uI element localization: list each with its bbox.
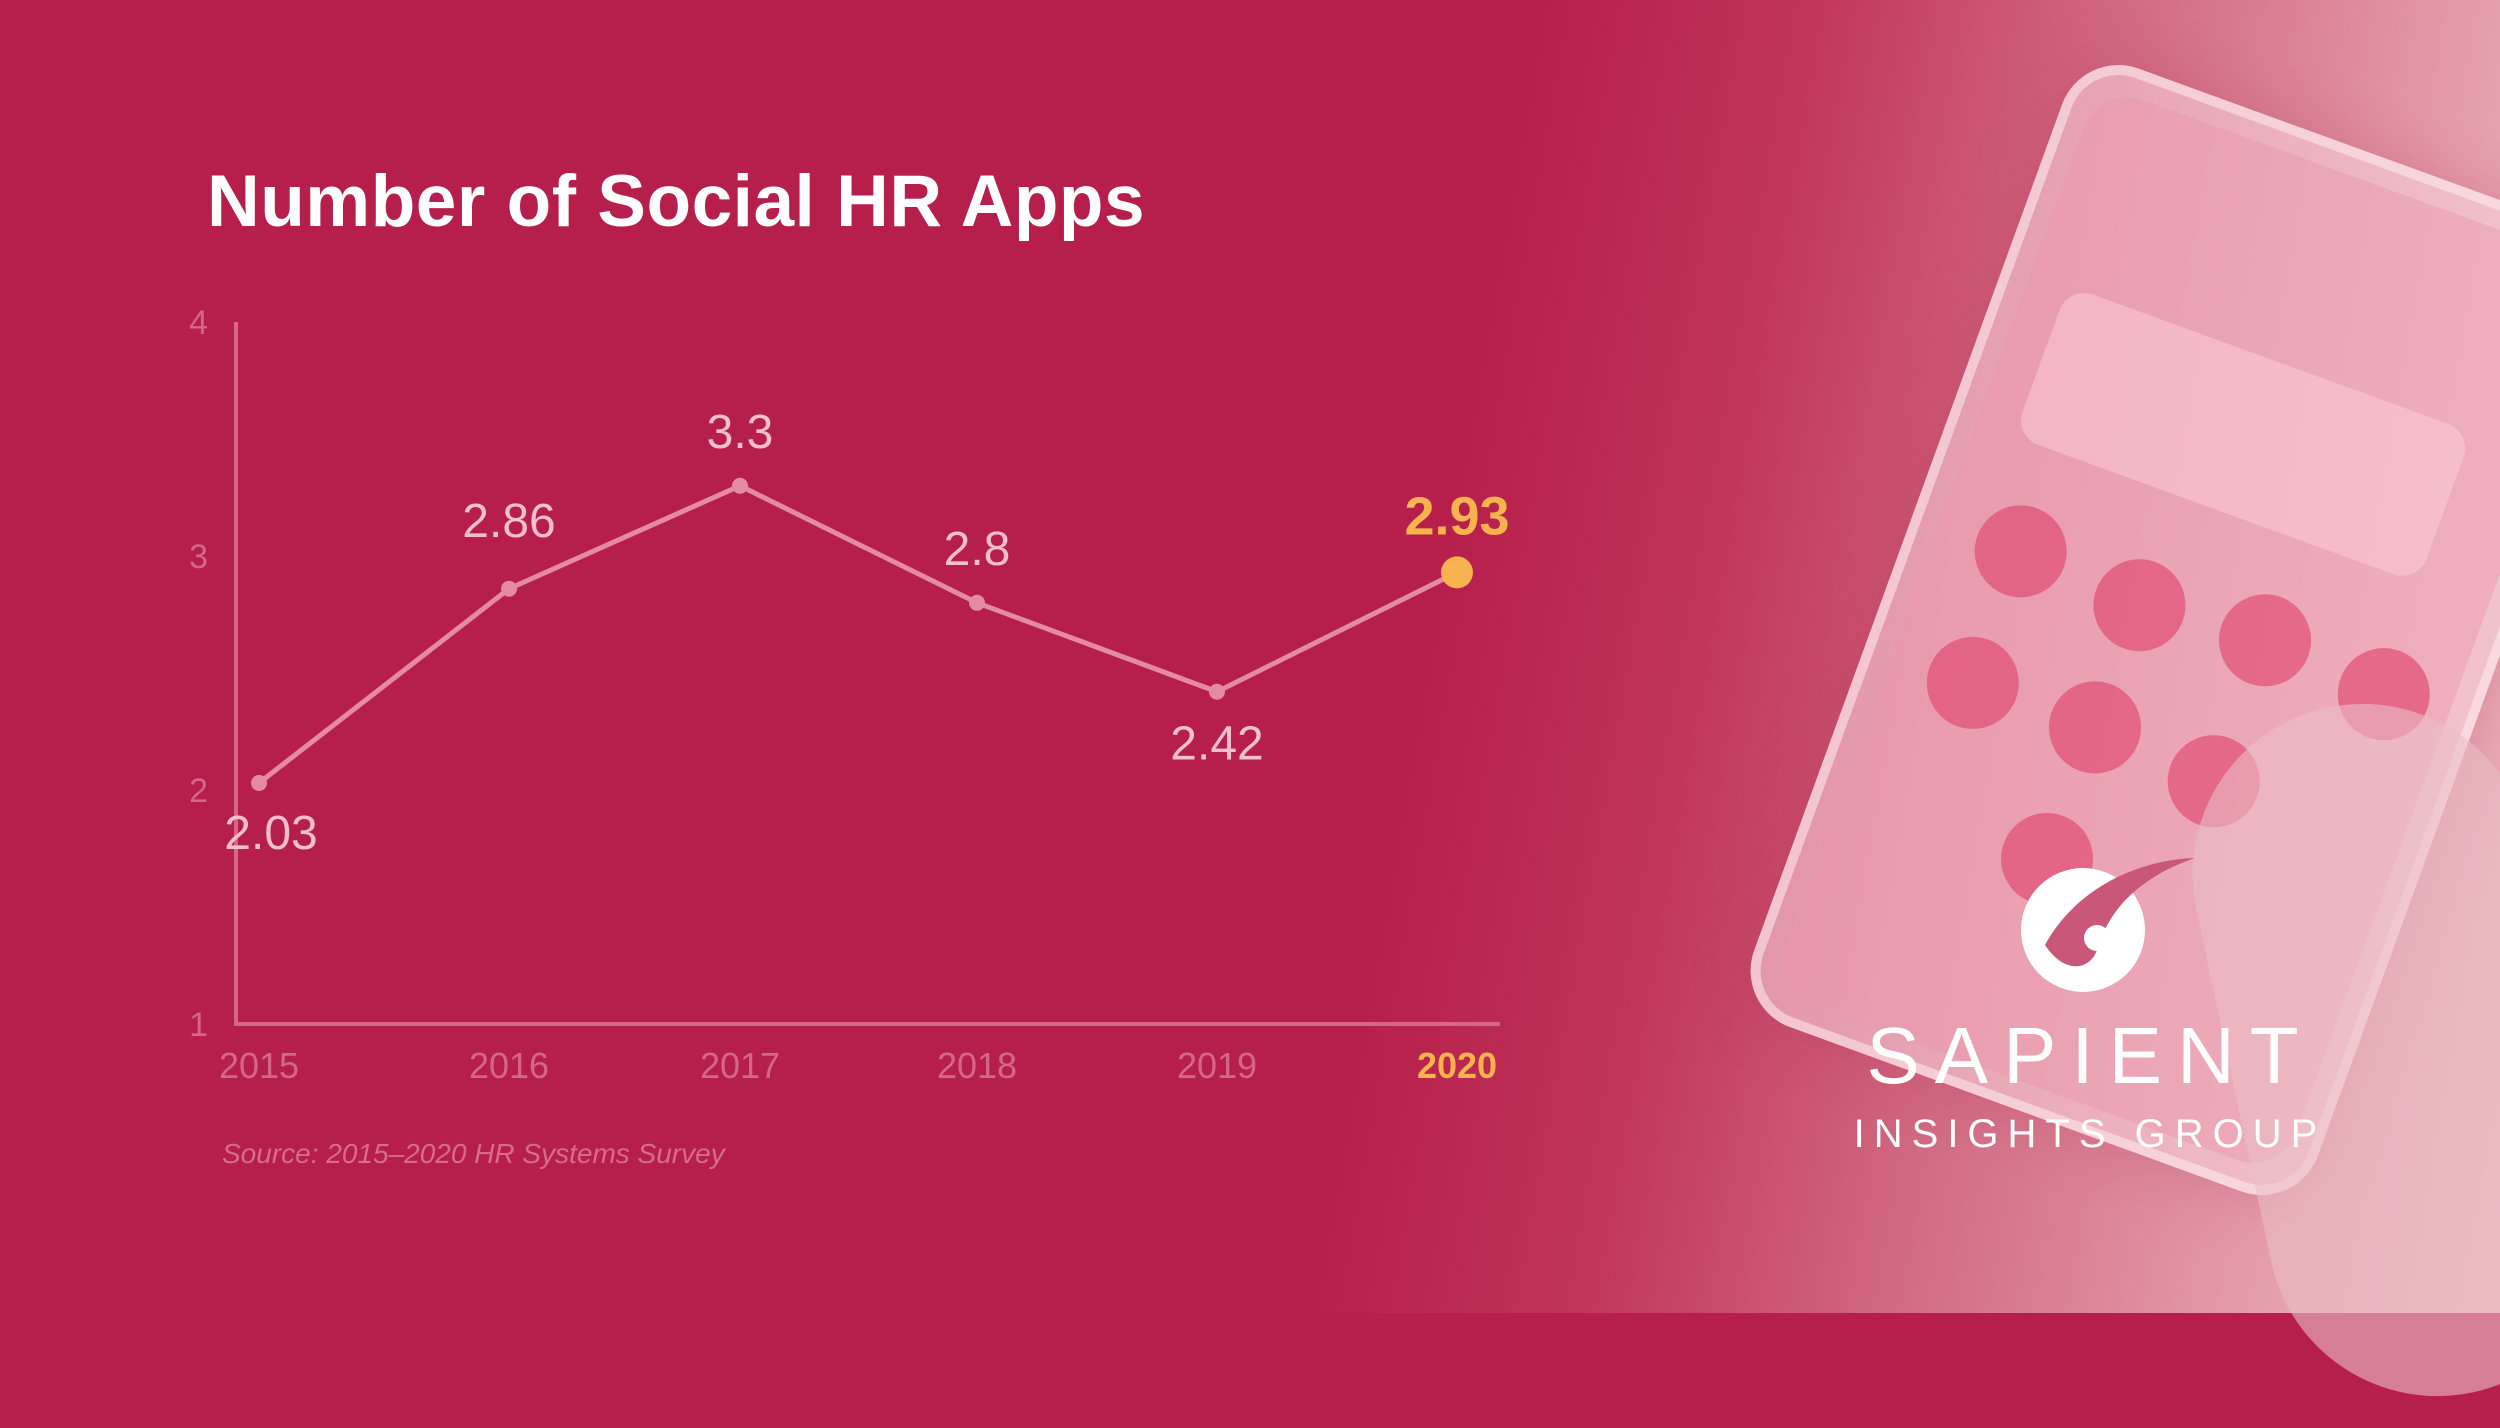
x-tick-label: 2019 bbox=[1177, 1045, 1257, 1086]
data-label: 2.42 bbox=[1170, 718, 1263, 771]
data-label: 3.3 bbox=[707, 406, 774, 459]
y-tick-label: 3 bbox=[189, 538, 208, 576]
data-point bbox=[1209, 683, 1225, 700]
source-note: Source: 2015–2020 HR Systems Survey bbox=[222, 1138, 725, 1169]
brand-subtitle: INSIGHTS GROUP bbox=[1853, 1112, 2327, 1156]
x-tick-label: 2015 bbox=[219, 1045, 299, 1086]
data-point bbox=[501, 580, 517, 597]
data-label: 2.03 bbox=[224, 807, 317, 860]
brand-name: SAPIENT bbox=[1866, 1011, 2314, 1100]
y-tick-label: 2 bbox=[189, 772, 208, 810]
data-point bbox=[969, 594, 985, 611]
data-point bbox=[732, 477, 748, 494]
series-line bbox=[257, 483, 1459, 785]
y-tick-label: 1 bbox=[189, 1006, 208, 1044]
sapient-logo: SAPIENT INSIGHTS GROUP bbox=[1830, 850, 2350, 1170]
x-tick-label: 2018 bbox=[937, 1045, 1017, 1086]
data-label: 2.86 bbox=[462, 495, 555, 548]
x-tick-label: 2017 bbox=[700, 1045, 780, 1086]
data-label: 2.93 bbox=[1404, 486, 1509, 546]
sapient-swoosh-icon bbox=[2021, 858, 2195, 992]
line-chart: 1 2 3 4 2015 2016 2017 2018 2019 2020 2.03 2.86 3.… bbox=[189, 304, 1509, 1086]
x-tick-label: 2020 bbox=[1417, 1045, 1497, 1086]
highlight-point bbox=[1441, 556, 1473, 589]
y-tick-label: 4 bbox=[189, 304, 208, 342]
chart-title: Number of Social HR Apps bbox=[207, 161, 1146, 242]
data-label: 2.8 bbox=[944, 523, 1011, 576]
data-point bbox=[251, 774, 267, 791]
x-tick-label: 2016 bbox=[469, 1045, 549, 1086]
